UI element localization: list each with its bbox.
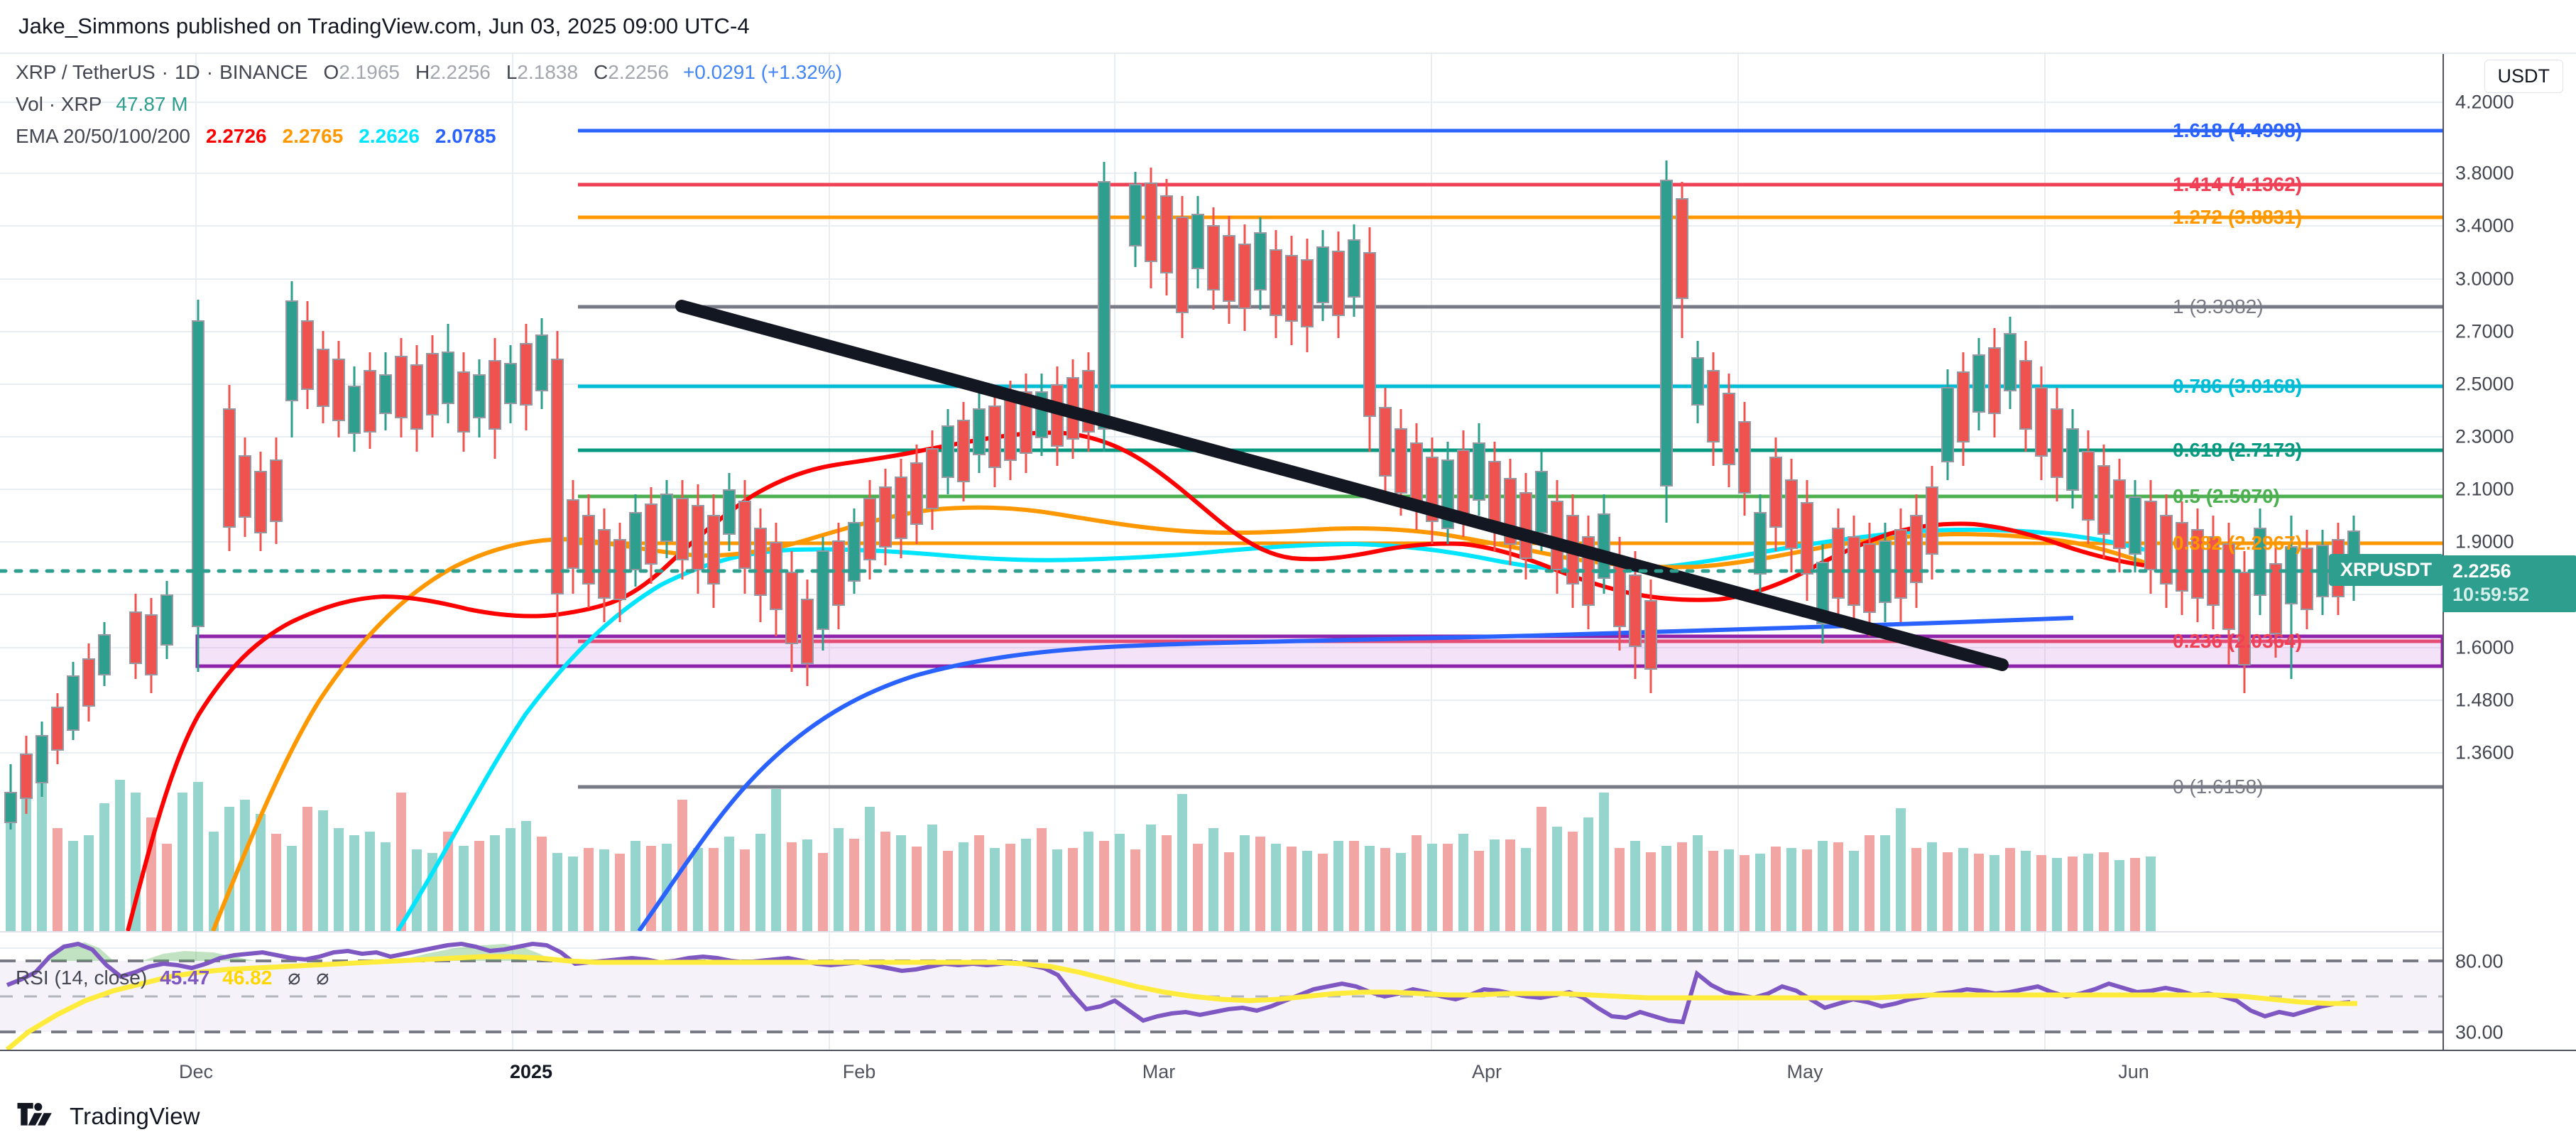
time-tick-feb: Feb (842, 1061, 876, 1082)
main-price-pane[interactable]: 1.618 (4.4998) 1.414 (4.1362) 1.272 (3.8… (0, 54, 2576, 931)
price-tick-4-2000: 4.2000 (2455, 91, 2514, 113)
legend-high: H2.2256 (415, 61, 491, 83)
price-tick-1-4800: 1.4800 (2455, 689, 2514, 711)
legend-symbol-name[interactable]: XRP / TetherUS (16, 61, 155, 83)
price-tick-2-1000: 2.1000 (2455, 478, 2514, 500)
fib-label-1414: 1.414 (4.1362) (2173, 173, 2303, 195)
price-axis[interactable]: USDT 4.2000 3.8000 3.4000 3.0000 2.7000 … (2443, 54, 2576, 1050)
fib-label-0786: 0.786 (3.0168) (2173, 375, 2303, 397)
price-tick-3-4000: 3.4000 (2455, 214, 2514, 236)
price-tick-2-3000: 2.3000 (2455, 425, 2514, 447)
time-tick-jun: Jun (2118, 1061, 2149, 1082)
price-tick-3-8000: 3.8000 (2455, 162, 2514, 184)
legend-sep-2: · (206, 61, 214, 83)
legend-ema50-value: 2.2765 (282, 125, 344, 147)
rsi-legend-label: RSI (14, close) (16, 967, 148, 989)
tradingview-logo-icon[interactable] (17, 1103, 58, 1130)
legend-volume-row[interactable]: Vol · XRP 47.87 M (16, 94, 842, 114)
bar-countdown: 10:59:52 (2452, 583, 2530, 605)
fib-label-1618: 1.618 (4.4998) (2173, 119, 2303, 141)
rsi-legend-value: 45.47 (160, 967, 210, 989)
current-price-value: 2.2256 (2452, 560, 2511, 582)
legend-volume-label: Vol · XRP (16, 93, 102, 115)
fib-label-1: 1 (3.3982) (2173, 295, 2264, 317)
time-tick-may: May (1786, 1061, 1823, 1082)
rsi-legend-empty-1: ⌀ (288, 966, 301, 989)
legend-volume-value: 47.87 M (116, 93, 188, 115)
rsi-tick-30: 30.00 (2455, 1021, 2504, 1043)
price-plot-area[interactable]: 1.618 (4.4998) 1.414 (4.1362) 1.272 (3.8… (0, 54, 2443, 931)
symbol-price-tag[interactable]: XRPUSDT (2329, 554, 2443, 586)
legend-close: C2.2256 (594, 61, 669, 83)
chart-legend: XRP / TetherUS · 1D · BINANCE O2.1965 H2… (16, 62, 842, 158)
ema20-line (126, 430, 2145, 931)
rsi-line (6, 941, 2351, 1025)
price-chart-svg (0, 54, 2443, 931)
rsi-tick-80: 80.00 (2455, 950, 2504, 972)
footer: TradingView (0, 1091, 2576, 1142)
candlestick-series (4, 161, 2360, 830)
rsi-plot-area[interactable]: RSI (14, close) 45.47 46.82 ⌀ ⌀ (0, 932, 2443, 1050)
price-tick-1-6000: 1.6000 (2455, 636, 2514, 658)
fib-label-0: 0 (1.6158) (2173, 776, 2264, 798)
legend-interval[interactable]: 1D (174, 61, 200, 83)
legend-change: +0.0291 (+1.32%) (682, 61, 843, 83)
current-price-badge[interactable]: 2.2256 10:59:52 (2443, 555, 2576, 612)
publisher-header-text: Jake_Simmons published on TradingView.co… (18, 13, 750, 38)
price-tick-3-0000: 3.0000 (2455, 268, 2514, 290)
legend-symbol-row[interactable]: XRP / TetherUS · 1D · BINANCE O2.1965 H2… (16, 62, 842, 82)
legend-sep-1: · (161, 61, 168, 83)
time-axis[interactable]: Dec 2025 Feb Mar Apr May Jun (0, 1050, 2576, 1092)
fib-label-0382: 0.382 (2.2967) (2173, 532, 2303, 554)
legend-exchange: BINANCE (219, 61, 308, 83)
price-tick-2-5000: 2.5000 (2455, 373, 2514, 395)
price-tick-2-7000: 2.7000 (2455, 320, 2514, 342)
descending-trendline (675, 300, 2009, 671)
time-tick-dec: Dec (178, 1061, 214, 1082)
rsi-legend-empty-2: ⌀ (316, 966, 329, 989)
legend-ema100-value: 2.2626 (359, 125, 420, 147)
chart-frame: 1.618 (4.4998) 1.414 (4.1362) 1.272 (3.8… (0, 53, 2576, 1089)
legend-open: O2.1965 (323, 61, 400, 83)
rsi-overbought-fill (43, 942, 554, 961)
publisher-header: Jake_Simmons published on TradingView.co… (0, 0, 2576, 53)
legend-low: L2.1838 (506, 61, 579, 83)
rsi-legend[interactable]: RSI (14, close) 45.47 46.82 ⌀ ⌀ (16, 965, 329, 990)
pane-separator[interactable] (0, 931, 2443, 932)
rsi-ma-line (5, 954, 2357, 1050)
legend-ema200-value: 2.0785 (435, 125, 496, 147)
price-axis-unit-badge[interactable]: USDT (2484, 60, 2563, 93)
rsi-pane[interactable]: RSI (14, close) 45.47 46.82 ⌀ ⌀ (0, 932, 2576, 1050)
time-tick-apr: Apr (1471, 1061, 1502, 1082)
legend-ema-label: EMA 20/50/100/200 (16, 125, 190, 147)
price-tick-1-3600: 1.3600 (2455, 741, 2514, 763)
fib-label-05: 0.5 (2.5070) (2173, 485, 2280, 507)
fib-label-0236: 0.236 (2.0364) (2173, 630, 2303, 652)
price-tick-1-9000: 1.9000 (2455, 531, 2514, 553)
time-tick-mar: Mar (1142, 1061, 1176, 1082)
fib-label-0618: 0.618 (2.7173) (2173, 439, 2303, 461)
footer-brand-name: TradingView (70, 1103, 200, 1129)
rsi-legend-ma-value: 46.82 (222, 967, 273, 989)
legend-ema-row[interactable]: EMA 20/50/100/200 2.2726 2.2765 2.2626 2… (16, 126, 842, 146)
volume-histogram (6, 739, 2156, 931)
time-tick-2025: 2025 (509, 1061, 553, 1082)
ema100-line (395, 527, 2145, 931)
fib-label-1272: 1.272 (3.8831) (2173, 206, 2303, 228)
legend-ema20-value: 2.2726 (205, 125, 267, 147)
rsi-chart-svg (0, 932, 2443, 1050)
